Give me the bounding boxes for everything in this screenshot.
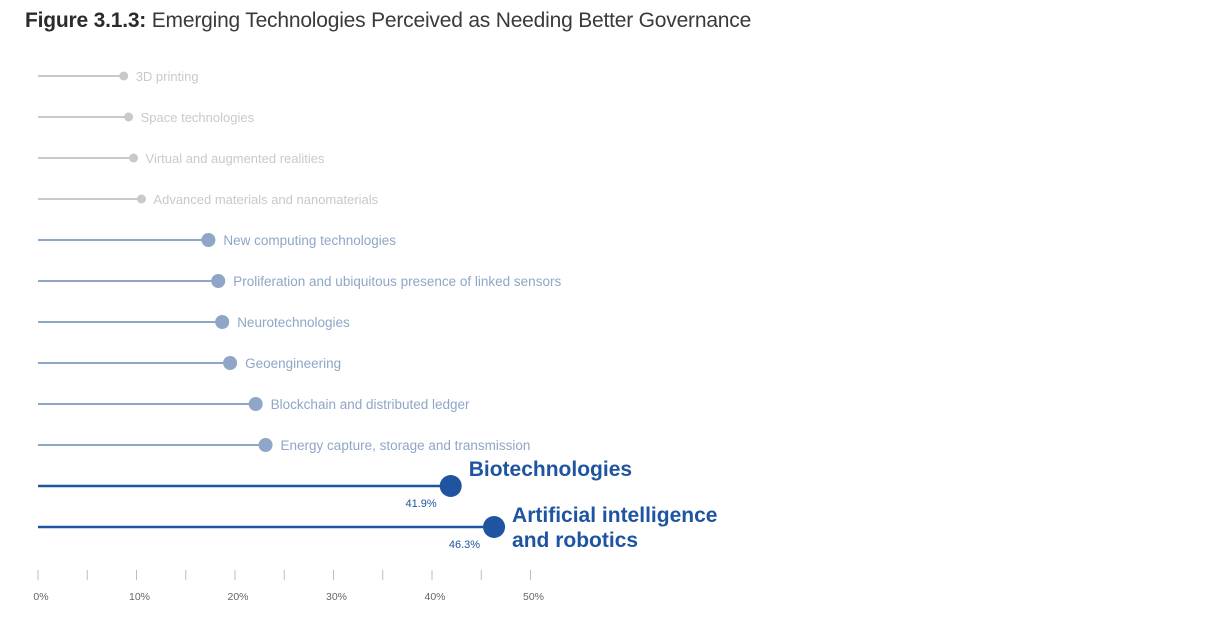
row-dot (201, 233, 216, 247)
x-tick-label: 40% (424, 591, 445, 603)
x-tick-label: 0% (33, 591, 48, 603)
row-label: Space technologies (141, 110, 255, 125)
row-label: 3D printing (136, 69, 199, 84)
figure-label: Figure 3.1.3: (25, 9, 147, 32)
row-dot (136, 194, 146, 204)
x-tick-label: 10% (129, 591, 150, 603)
x-tick-label: 30% (326, 591, 347, 603)
row-label: Biotechnologies (469, 458, 632, 481)
row-label: New computing technologies (223, 233, 396, 248)
row-dot (211, 274, 226, 288)
row-label: and robotics (512, 529, 638, 552)
row-label: Proliferation and ubiquitous presence of… (233, 274, 561, 289)
row-value-label: 41.9% (406, 498, 437, 510)
x-tick-label: 50% (523, 591, 544, 603)
row-dot (223, 356, 238, 370)
row-dot (124, 112, 134, 122)
row-dot (258, 438, 273, 452)
row-value-label: 46.3% (449, 539, 480, 551)
row-dot (119, 71, 129, 81)
row-label: Advanced materials and nanomaterials (153, 192, 378, 207)
row-label: Virtual and augmented realities (146, 151, 325, 166)
row-label: Neurotechnologies (237, 315, 350, 330)
row-label: Artificial intelligence (512, 504, 717, 527)
x-tick-label: 20% (227, 591, 248, 603)
row-label: Blockchain and distributed ledger (271, 397, 470, 412)
row-label: Energy capture, storage and transmission (281, 438, 531, 453)
row-dot (248, 397, 263, 411)
row-dot (129, 153, 139, 163)
row-dot (215, 315, 230, 329)
figure-title: Emerging Technologies Perceived as Needi… (151, 9, 752, 32)
chart-title: Figure 3.1.3: Emerging Technologies Perc… (25, 9, 751, 33)
row-dot (439, 475, 462, 497)
row-dot (483, 516, 506, 538)
row-label: Geoengineering (245, 356, 341, 371)
